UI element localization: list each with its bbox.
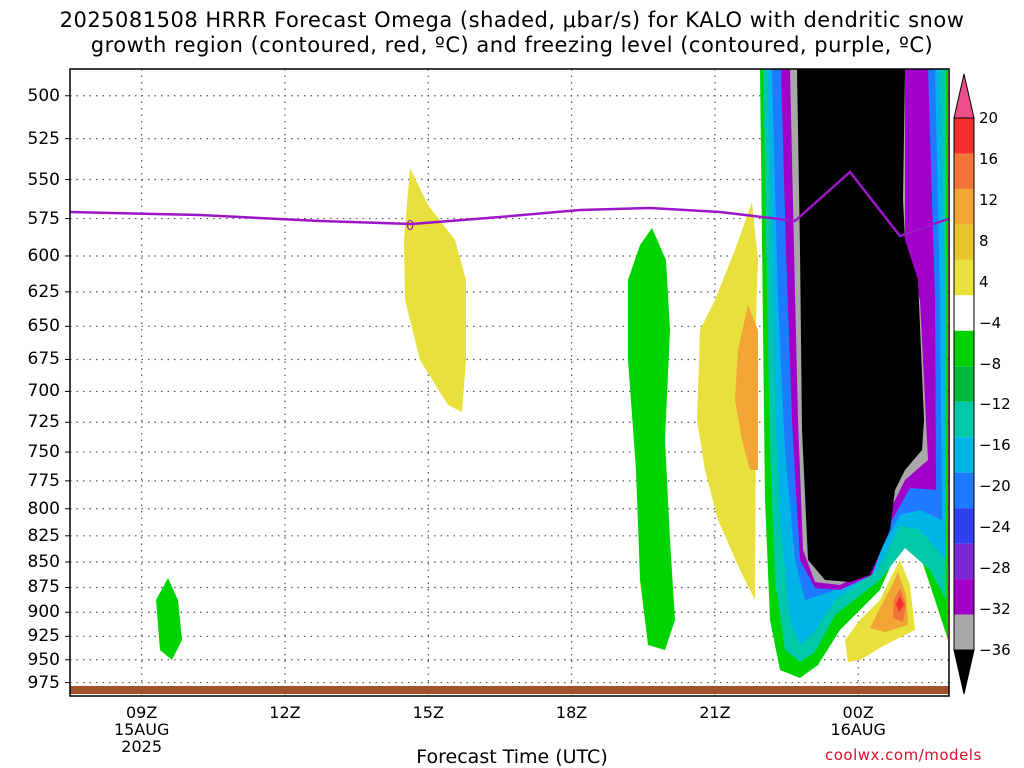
plot-frame [69,68,950,697]
colorbar-swatch [954,153,974,189]
omega-green-patch-20z [628,228,675,650]
omega-yellow-patch-22z [697,202,758,600]
y-tick-label: 700 [27,381,60,402]
colorbar-swatch [954,472,974,509]
y-tick-label: 800 [27,498,60,519]
y-tick-label: 975 [27,672,60,693]
y-tick-label: 850 [27,552,60,573]
chart-title-line-1: 2025081508 HRRR Forecast Omega (shaded, … [59,8,965,32]
colorbar-level-label: −32 [979,600,1011,619]
colorbar-level-label: −8 [979,354,1002,373]
x-tick-label: 16AUG [830,720,886,739]
colorbar-swatch [954,401,974,438]
colorbar-level-label: −12 [979,395,1011,414]
y-tick-label: 525 [27,128,60,149]
colorbar-level-label: −20 [979,477,1011,496]
y-tick-label: 925 [27,626,60,647]
colorbar [953,73,975,695]
y-tick-label: 625 [27,281,60,302]
x-tick-label: 2025 [121,737,163,756]
x-axis-title: Forecast Time (UTC) [416,746,608,768]
terrain-strip [70,686,949,694]
colorbar-swatch [954,188,974,225]
y-tick-label: 600 [27,245,60,266]
y-tick-label: 675 [27,349,60,370]
colorbar-swatch [954,366,974,402]
colorbar-swatch [954,437,974,473]
y-tick-label: 950 [27,649,60,670]
colorbar-level-label: −28 [979,559,1011,578]
freezing-level-contour [69,170,949,238]
x-tick-label: 12Z [269,703,301,722]
y-tick-label: 550 [27,169,60,190]
colorbar-level-label: 4 [979,272,989,291]
colorbar-bottom-triangle [953,649,975,695]
y-tick-label: 900 [27,602,60,623]
colorbar-level-label: 16 [979,149,999,168]
colorbar-swatch [954,295,974,331]
y-tick-label: 825 [27,525,60,546]
y-tick-label: 750 [27,442,60,463]
colorbar-level-label: −24 [979,518,1011,537]
omega-magenta-dot-01z [896,596,904,612]
colorbar-level-label: 12 [979,190,999,209]
omega-orange-patch-22z [735,305,758,470]
colorbar-swatch [954,579,974,615]
freezing-level-label: 0 [406,219,414,234]
colorbar-level-label: −4 [979,313,1002,332]
colorbar-level-label: 20 [979,109,999,127]
y-tick-label: 500 [27,85,60,106]
omega-black-core [797,69,924,582]
chart-title-line-2: growth region (contoured, red, ºC) and f… [90,33,934,57]
colorbar-swatch [954,224,974,260]
colorbar-top-triangle [953,73,975,119]
x-tick-label: 21Z [699,703,731,722]
colorbar-swatch [954,614,974,650]
y-tick-label: 725 [27,412,60,433]
colorbar-level-label: 8 [979,231,989,250]
y-tick-label: 575 [27,208,60,229]
x-tick-label: 00Z [842,703,874,722]
colorbar-level-label: −16 [979,436,1011,455]
colorbar-swatch [954,330,974,367]
x-tick-label: 15AUG [113,720,170,739]
omega-green-patch-10z [156,578,182,660]
omega-yellow-patch-15z [404,168,466,412]
y-tick-label: 650 [27,316,60,337]
colorbar-swatch [954,508,974,544]
x-tick-label: 15Z [412,703,444,722]
colorbar-level-label: −36 [979,641,1011,659]
x-tick-label: 18Z [555,703,588,722]
colorbar-swatch [954,259,974,296]
credit-text: coolwx.com/models [825,746,982,764]
x-tick-label: 09Z [125,703,158,722]
colorbar-frame [953,117,975,651]
y-tick-label: 875 [27,577,60,598]
y-tick-label: 775 [27,470,60,491]
colorbar-swatch [954,118,974,154]
colorbar-swatch [954,543,974,580]
